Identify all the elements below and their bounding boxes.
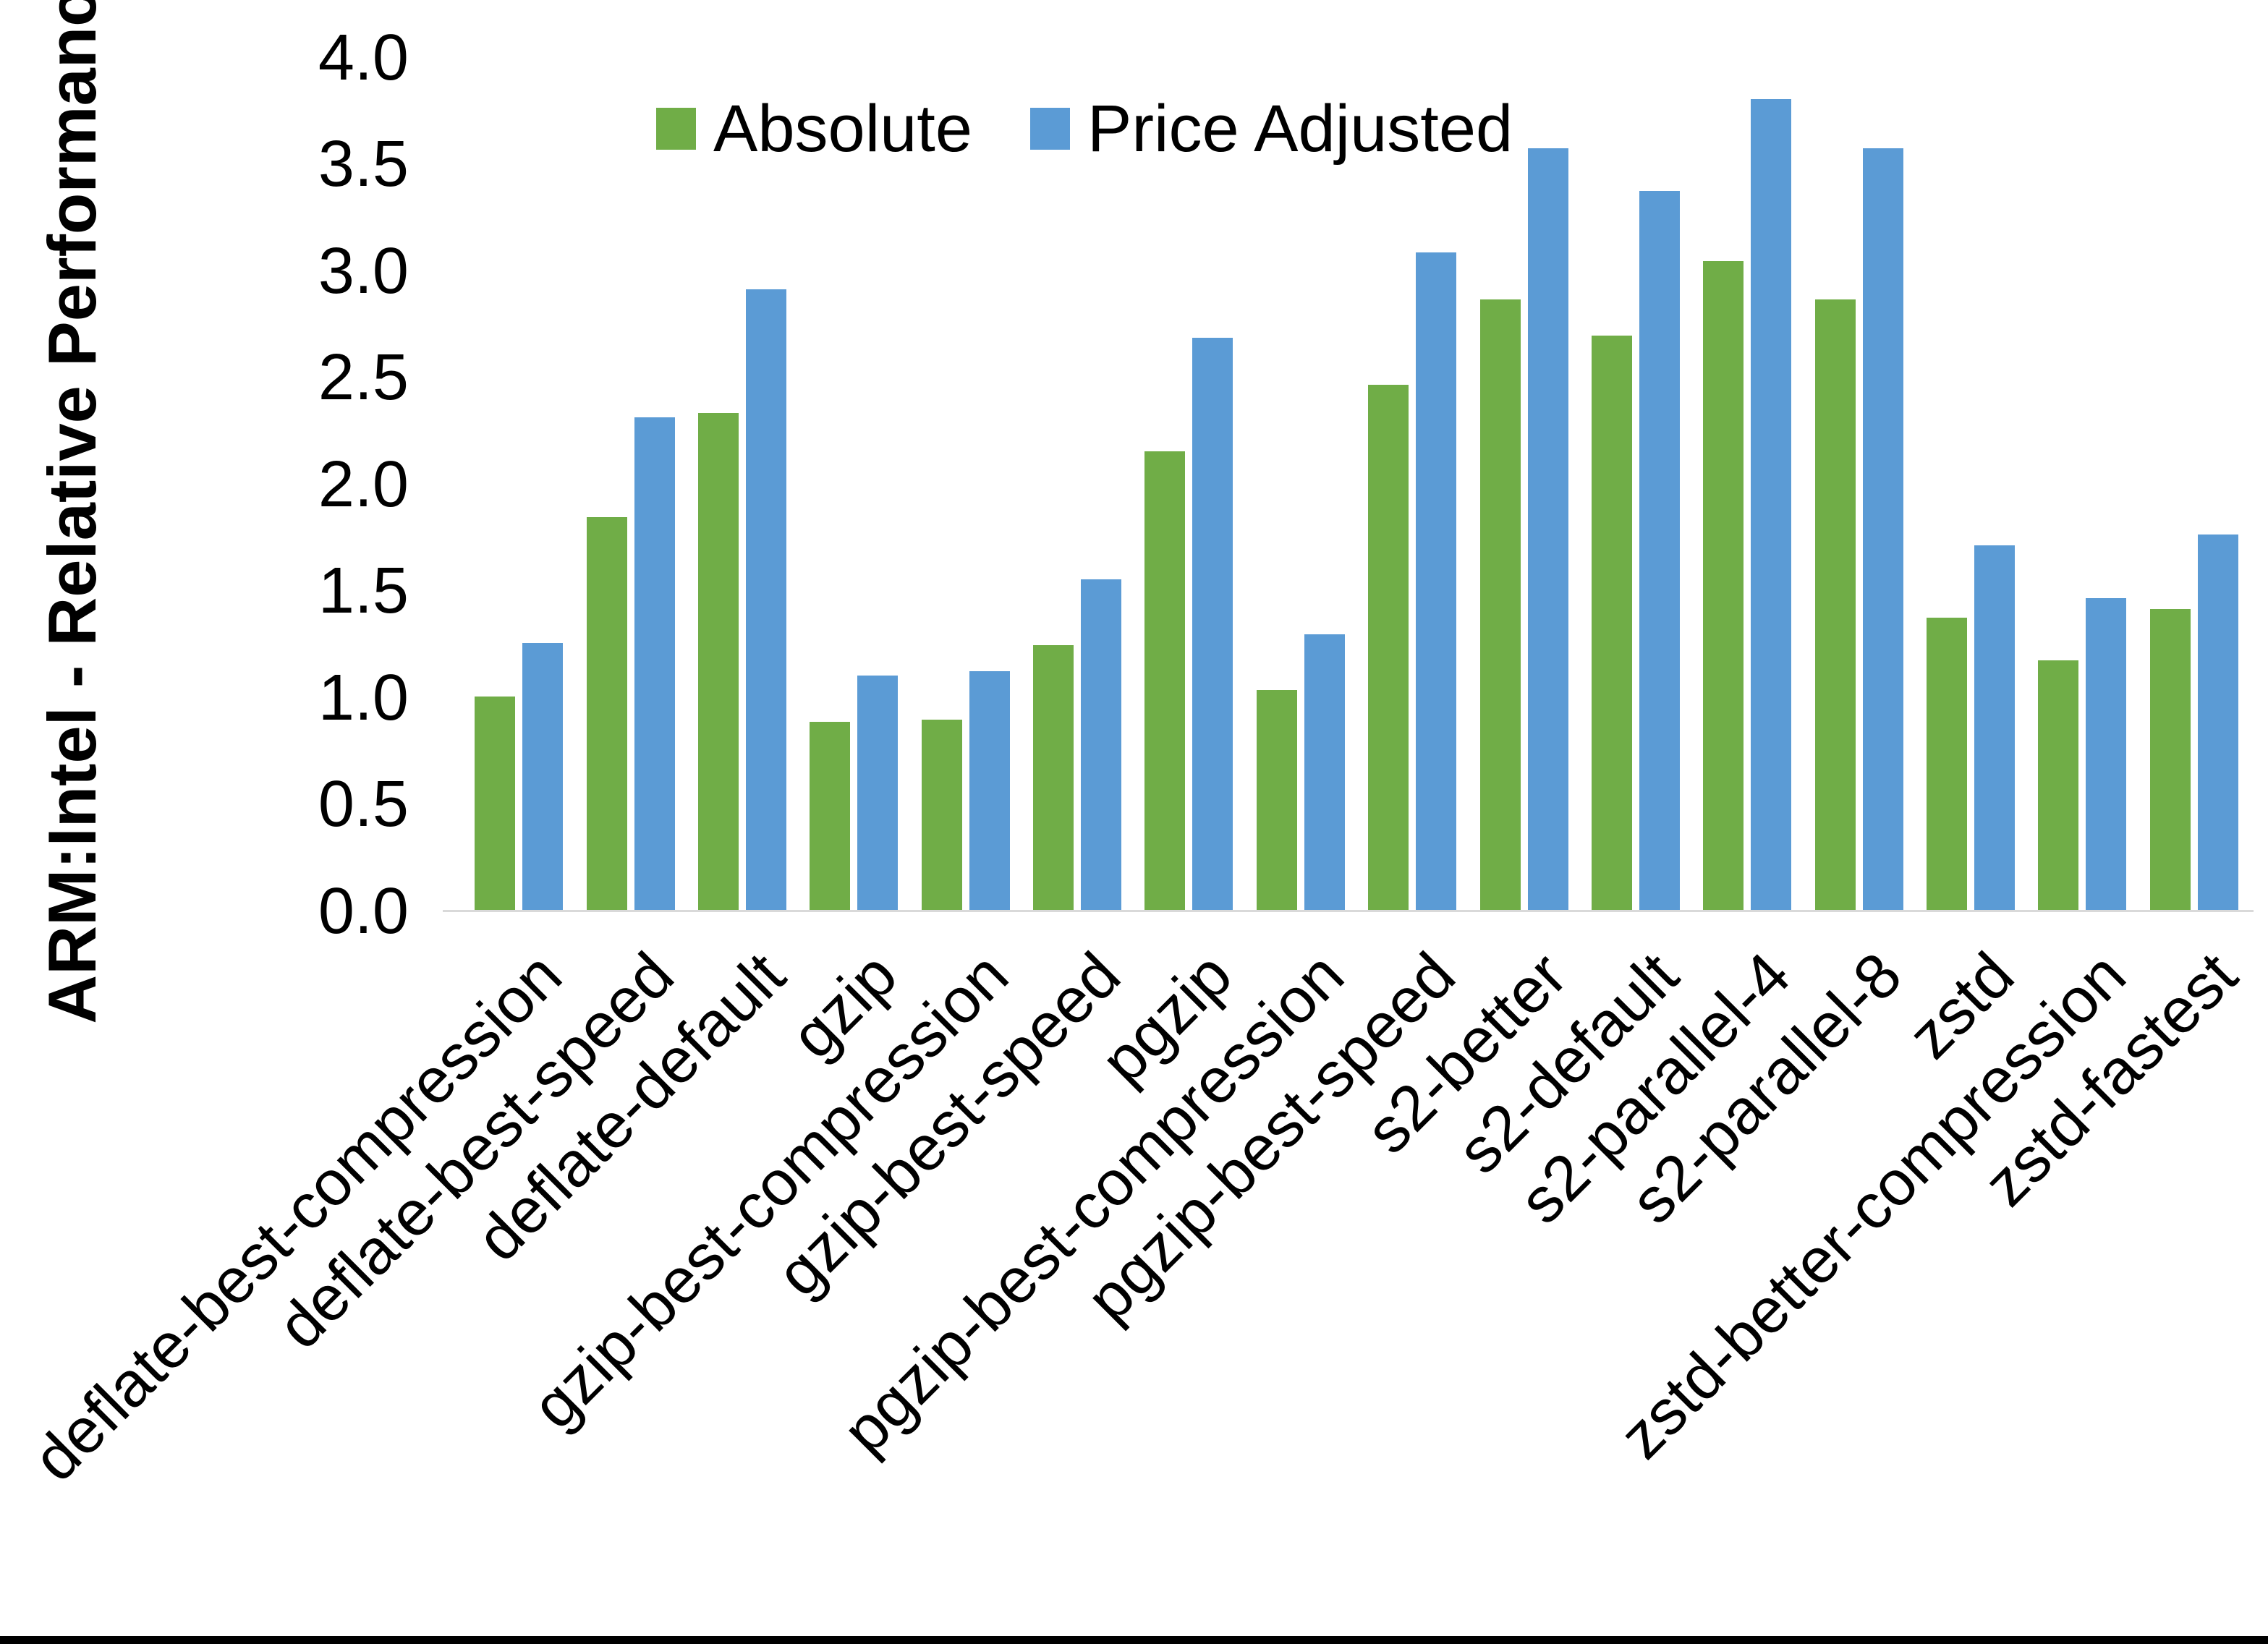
y-tick-label: 0.5 (318, 768, 409, 841)
legend-item-absolute: Absolute (656, 95, 972, 162)
y-tick-label: 1.0 (318, 661, 409, 734)
bar-price-adjusted (2197, 534, 2238, 910)
bar-price-adjusted (522, 643, 564, 910)
bar-price-adjusted (745, 289, 786, 910)
legend-item-price-adjusted: Price Adjusted (1030, 95, 1513, 162)
bar-absolute (1368, 385, 1409, 910)
bar-price-adjusted (969, 670, 1010, 910)
x-axis-line (443, 910, 2254, 912)
bar-absolute (1256, 690, 1297, 910)
y-tick-label: 2.0 (318, 448, 409, 521)
y-tick-label: 4.0 (318, 21, 409, 94)
bar-price-adjusted (1192, 338, 1233, 910)
bar-absolute (2038, 660, 2079, 910)
bar-price-adjusted (1639, 190, 1680, 910)
y-tick-label: 3.0 (318, 234, 409, 307)
bar-price-adjusted (1081, 579, 1122, 910)
legend-label-absolute: Absolute (713, 92, 973, 166)
legend: Absolute Price Adjusted (656, 95, 1513, 162)
y-tick-label: 0.0 (318, 874, 409, 947)
bar-absolute (921, 720, 962, 910)
bar-price-adjusted (1974, 545, 2016, 910)
bar-absolute (1703, 261, 1744, 910)
y-tick-label: 3.5 (318, 128, 409, 201)
bar-price-adjusted (1304, 634, 1345, 910)
bar-absolute (1927, 617, 1968, 910)
bar-price-adjusted (1862, 148, 1903, 910)
bar-absolute (1144, 451, 1186, 910)
bar-price-adjusted (2086, 598, 2127, 910)
bar-absolute (810, 722, 851, 910)
bar-absolute (1033, 645, 1074, 910)
legend-swatch-absolute-icon (656, 108, 696, 150)
y-tick-label: 1.5 (318, 555, 409, 628)
y-tick-label: 2.5 (318, 341, 409, 414)
bar-absolute (475, 697, 516, 910)
bar-price-adjusted (1527, 148, 1568, 910)
bar-price-adjusted (857, 675, 899, 910)
bar-absolute (2149, 609, 2191, 910)
bar-absolute (1814, 299, 1856, 910)
bar-price-adjusted (1416, 252, 1457, 910)
bar-price-adjusted (1751, 99, 1792, 910)
legend-label-price-adjusted: Price Adjusted (1087, 92, 1513, 166)
bar-absolute (697, 412, 739, 910)
bar-price-adjusted (634, 417, 675, 910)
bottom-border (0, 1636, 2268, 1644)
legend-swatch-price-adjusted-icon (1030, 108, 1071, 150)
bar-absolute (1591, 336, 1632, 910)
bar-absolute (1479, 299, 1521, 910)
bar-absolute (586, 517, 627, 910)
